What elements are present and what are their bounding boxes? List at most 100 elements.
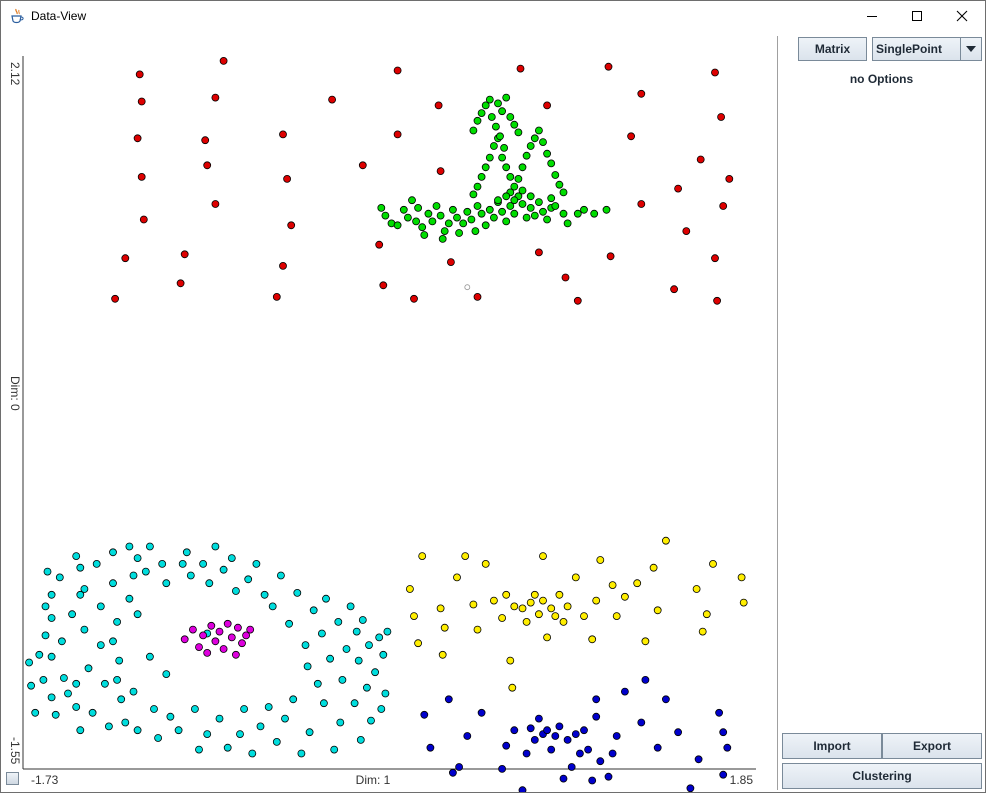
data-point-yellow[interactable] (535, 610, 543, 619)
plot-corner-toggle[interactable] (6, 772, 19, 785)
data-point-magenta[interactable] (238, 639, 246, 648)
data-point-cyan[interactable] (47, 590, 56, 599)
data-point-green[interactable] (481, 163, 490, 172)
data-point-cyan[interactable] (297, 749, 306, 758)
data-point-green[interactable] (518, 186, 527, 195)
data-point-magenta[interactable] (233, 623, 242, 632)
data-point-yellow[interactable] (502, 590, 511, 599)
data-point-blue[interactable] (510, 726, 519, 735)
data-point-cyan[interactable] (109, 548, 117, 557)
data-point-cyan[interactable] (47, 652, 56, 661)
data-point-cyan[interactable] (60, 674, 68, 682)
data-point-green[interactable] (459, 219, 468, 228)
data-point-red[interactable] (283, 174, 292, 183)
data-point-cyan[interactable] (76, 726, 85, 735)
data-point-red[interactable] (139, 215, 148, 224)
data-point-cyan[interactable] (31, 708, 40, 717)
data-point-cyan[interactable] (72, 679, 81, 688)
data-point-red[interactable] (379, 281, 388, 290)
close-button[interactable] (939, 1, 985, 31)
data-point-green[interactable] (500, 144, 509, 152)
data-point-red[interactable] (725, 174, 734, 183)
data-point-magenta[interactable] (211, 637, 220, 646)
data-point-red[interactable] (180, 250, 189, 259)
data-point-yellow[interactable] (436, 604, 445, 613)
data-point-green[interactable] (502, 93, 511, 102)
data-point-green[interactable] (573, 209, 582, 218)
data-point-cyan[interactable] (240, 705, 249, 713)
data-point-cyan[interactable] (375, 633, 384, 642)
data-point-yellow[interactable] (563, 602, 572, 611)
data-point-yellow[interactable] (506, 656, 515, 665)
data-point-green[interactable] (418, 223, 427, 232)
data-point-cyan[interactable] (309, 606, 318, 615)
data-point-blue[interactable] (608, 749, 617, 758)
data-point-yellow[interactable] (418, 552, 427, 560)
data-point-red[interactable] (211, 200, 220, 208)
data-point-cyan[interactable] (51, 710, 60, 719)
data-point-cyan[interactable] (72, 552, 81, 560)
data-point-cyan[interactable] (289, 695, 298, 704)
data-point-yellow[interactable] (649, 563, 658, 572)
data-point-cyan[interactable] (68, 610, 76, 619)
data-point-blue[interactable] (604, 772, 613, 781)
data-point-yellow[interactable] (551, 612, 560, 620)
data-point-red[interactable] (201, 136, 210, 145)
data-point-green[interactable] (502, 163, 511, 172)
data-point-cyan[interactable] (133, 554, 142, 562)
data-point-green[interactable] (498, 107, 507, 116)
data-point-red[interactable] (211, 93, 220, 102)
data-point-green[interactable] (498, 153, 507, 162)
data-point-green[interactable] (506, 113, 515, 121)
import-button[interactable]: Import (782, 733, 882, 759)
data-point-cyan[interactable] (145, 542, 154, 551)
data-point-cyan[interactable] (252, 560, 261, 568)
data-point-cyan[interactable] (84, 664, 93, 673)
data-point-blue[interactable] (543, 726, 551, 735)
data-point-cyan[interactable] (338, 676, 347, 684)
data-point-red[interactable] (717, 113, 725, 121)
data-point-cyan[interactable] (223, 743, 232, 752)
data-point-blue[interactable] (719, 770, 728, 779)
dropdown-arrow-icon[interactable] (960, 38, 981, 60)
data-point-blue[interactable] (563, 736, 572, 744)
data-point-cyan[interactable] (76, 590, 85, 599)
data-point-cyan[interactable] (105, 722, 113, 731)
data-point-cyan[interactable] (244, 575, 253, 584)
data-point-yellow[interactable] (588, 635, 597, 644)
data-point-green[interactable] (412, 217, 421, 226)
data-point-yellow[interactable] (440, 623, 449, 632)
data-point-yellow[interactable] (469, 600, 478, 609)
matrix-button[interactable]: Matrix (798, 37, 867, 61)
data-point-blue[interactable] (426, 743, 435, 752)
data-point-red[interactable] (121, 254, 130, 263)
data-point-green[interactable] (491, 122, 500, 131)
data-point-blue[interactable] (547, 745, 556, 754)
data-point-cyan[interactable] (377, 705, 386, 713)
data-point-green[interactable] (559, 188, 568, 197)
data-point-blue[interactable] (463, 732, 472, 740)
data-point-green[interactable] (469, 190, 478, 199)
data-point-cyan[interactable] (162, 579, 171, 588)
data-point-blue[interactable] (567, 763, 576, 771)
data-point-cyan[interactable] (346, 602, 355, 611)
data-point-cyan[interactable] (358, 616, 367, 624)
data-point-yellow[interactable] (526, 598, 535, 607)
data-point-red[interactable] (111, 294, 119, 303)
data-point-green[interactable] (526, 142, 535, 150)
data-point-green[interactable] (393, 221, 402, 230)
data-point-red[interactable] (627, 132, 635, 141)
data-point-red[interactable] (696, 155, 705, 164)
data-point-cyan[interactable] (190, 705, 199, 713)
data-point-blue[interactable] (723, 743, 732, 752)
data-point-cyan[interactable] (125, 594, 134, 603)
data-point-green[interactable] (473, 202, 482, 210)
data-point-cyan[interactable] (305, 728, 314, 737)
data-point-green[interactable] (502, 192, 511, 201)
data-point-green[interactable] (496, 132, 504, 141)
data-point-cyan[interactable] (41, 631, 50, 640)
data-point-yellow[interactable] (559, 618, 568, 626)
data-point-cyan[interactable] (145, 652, 154, 661)
data-point-green[interactable] (414, 203, 423, 212)
data-point-blue[interactable] (580, 726, 588, 735)
